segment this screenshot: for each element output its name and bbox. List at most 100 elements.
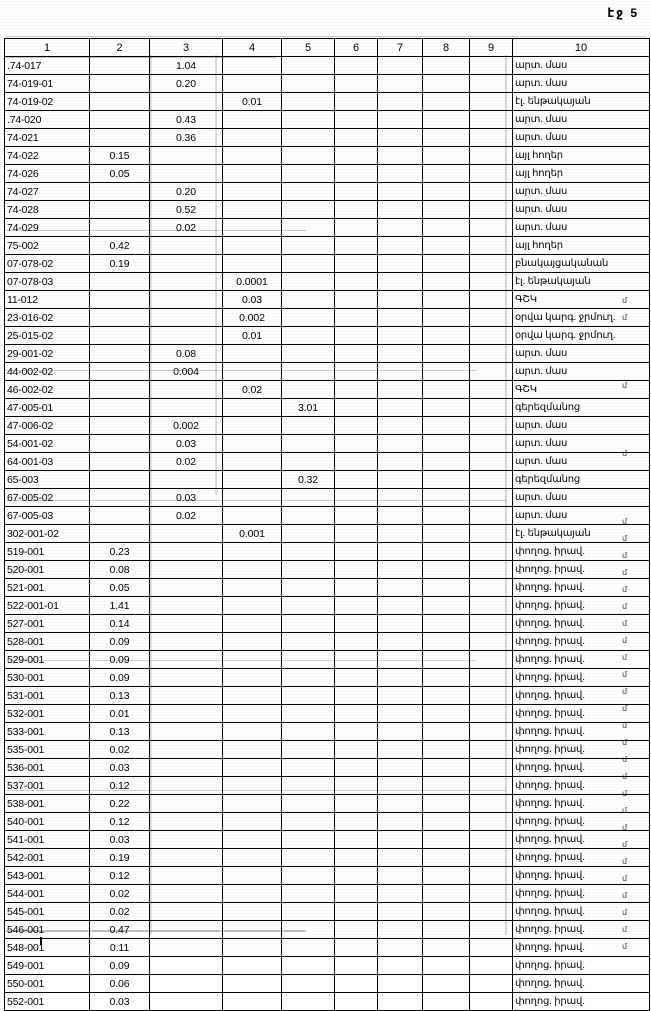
cell-col5	[281, 614, 335, 633]
cell-col5	[281, 938, 335, 957]
table-row: 522-001-01 1.41 փողոց. իրավ.	[4, 596, 650, 615]
cell-col9	[469, 434, 513, 453]
cell-col9	[469, 92, 513, 111]
cell-col6	[334, 398, 378, 417]
cell-col3	[149, 686, 223, 705]
cell-description: գերեզմանոց	[512, 398, 650, 417]
cell-col7	[377, 164, 423, 183]
cell-col7	[377, 704, 423, 723]
cell-col9	[469, 254, 513, 273]
cell-description: փողոց. իրավ.	[512, 812, 650, 831]
cell-description: արտ. մաս	[512, 110, 650, 129]
column-header-4: 4	[222, 38, 282, 57]
cell-col2: 0.12	[89, 776, 150, 795]
cell-col7	[377, 398, 423, 417]
cell-col3	[149, 560, 223, 579]
cell-col5	[281, 812, 335, 831]
cell-col2	[89, 416, 150, 435]
cell-description: բնակայցականան	[512, 254, 650, 273]
cell-col8	[422, 866, 470, 885]
cell-col3	[149, 614, 223, 633]
table-row: 542-001 0.19 փողոց. իրավ.	[4, 848, 650, 867]
cell-code: 11-012	[4, 290, 90, 309]
table-row: 74-029 0.02 արտ. մաս	[4, 218, 650, 237]
cell-col3	[149, 632, 223, 651]
cell-col7	[377, 200, 423, 219]
cell-col6	[334, 614, 378, 633]
cell-col8	[422, 632, 470, 651]
cell-col2: 0.12	[89, 866, 150, 885]
cell-col4	[222, 164, 282, 183]
table-row: 520-001 0.08 փողոց. իրավ.	[4, 560, 650, 579]
cell-col3: 0.08	[149, 344, 223, 363]
cell-col6	[334, 308, 378, 327]
cell-col2: 0.13	[89, 722, 150, 741]
table-row: 533-001 0.13 փողոց. իրավ.	[4, 722, 650, 741]
cell-code: 74-022	[4, 146, 90, 165]
margin-note: մ	[622, 908, 627, 917]
cell-col8	[422, 146, 470, 165]
cell-col6	[334, 74, 378, 93]
cell-col5	[281, 650, 335, 669]
cell-col5	[281, 326, 335, 345]
cell-col4	[222, 902, 282, 921]
cell-col9	[469, 326, 513, 345]
cell-col2: 0.01	[89, 704, 150, 723]
data-table: 1 2 3 4 5 6 7 8 9 10 .74-017 1.04 արտ. մաս…	[4, 38, 650, 1011]
cell-code: 46-002-02	[4, 380, 90, 399]
column-header-7: 7	[377, 38, 423, 57]
cell-col5	[281, 866, 335, 885]
cell-code: 74-028	[4, 200, 90, 219]
cell-col8	[422, 668, 470, 687]
cell-code: 67-005-03	[4, 506, 90, 525]
column-header-9: 9	[469, 38, 513, 57]
cell-code: 64-001-03	[4, 452, 90, 471]
cell-col7	[377, 956, 423, 975]
table-header: 1 2 3 4 5 6 7 8 9 10	[4, 38, 650, 57]
cell-code: 74-029	[4, 218, 90, 237]
table-row: 519-001 0.23 փողոց. իրավ.	[4, 542, 650, 561]
cell-col3	[149, 758, 223, 777]
cell-col4	[222, 722, 282, 741]
cell-col3: 0.02	[149, 218, 223, 237]
cell-col4	[222, 542, 282, 561]
cell-code: 537-001	[4, 776, 90, 795]
cell-col4	[222, 578, 282, 597]
cell-col7	[377, 110, 423, 129]
cell-col9	[469, 848, 513, 867]
cell-col7	[377, 128, 423, 147]
cell-col4	[222, 416, 282, 435]
column-header-5: 5	[281, 38, 335, 57]
cell-col9	[469, 56, 513, 75]
cell-col6	[334, 542, 378, 561]
cell-code: 74-021	[4, 128, 90, 147]
cell-code: 522-001-01	[4, 596, 90, 615]
cell-col6	[334, 146, 378, 165]
cell-col2: 0.15	[89, 146, 150, 165]
cell-description: փողոց. իրավ.	[512, 596, 650, 615]
table-row: 54-001-02 0.03 արտ. մաս	[4, 434, 650, 453]
cell-col8	[422, 362, 470, 381]
cell-col3	[149, 884, 223, 903]
cell-col4	[222, 812, 282, 831]
cell-col6	[334, 740, 378, 759]
margin-note: մ	[622, 925, 627, 934]
cell-col6	[334, 344, 378, 363]
margin-note: մ	[622, 551, 627, 560]
page-bottom-tick	[40, 937, 42, 945]
table-row: 64-001-03 0.02 արտ. մաս	[4, 452, 650, 471]
cell-col6	[334, 902, 378, 921]
cell-description: արտ. մաս	[512, 200, 650, 219]
cell-col8	[422, 416, 470, 435]
cell-description: փողոց. իրավ.	[512, 740, 650, 759]
cell-description: արտ. մաս	[512, 182, 650, 201]
cell-col8	[422, 506, 470, 525]
cell-col3	[149, 308, 223, 327]
cell-col7	[377, 578, 423, 597]
cell-code: 67-005-02	[4, 488, 90, 507]
cell-col6	[334, 452, 378, 471]
cell-col2: 0.23	[89, 542, 150, 561]
cell-col4	[222, 56, 282, 75]
cell-col8	[422, 956, 470, 975]
cell-col6	[334, 524, 378, 543]
